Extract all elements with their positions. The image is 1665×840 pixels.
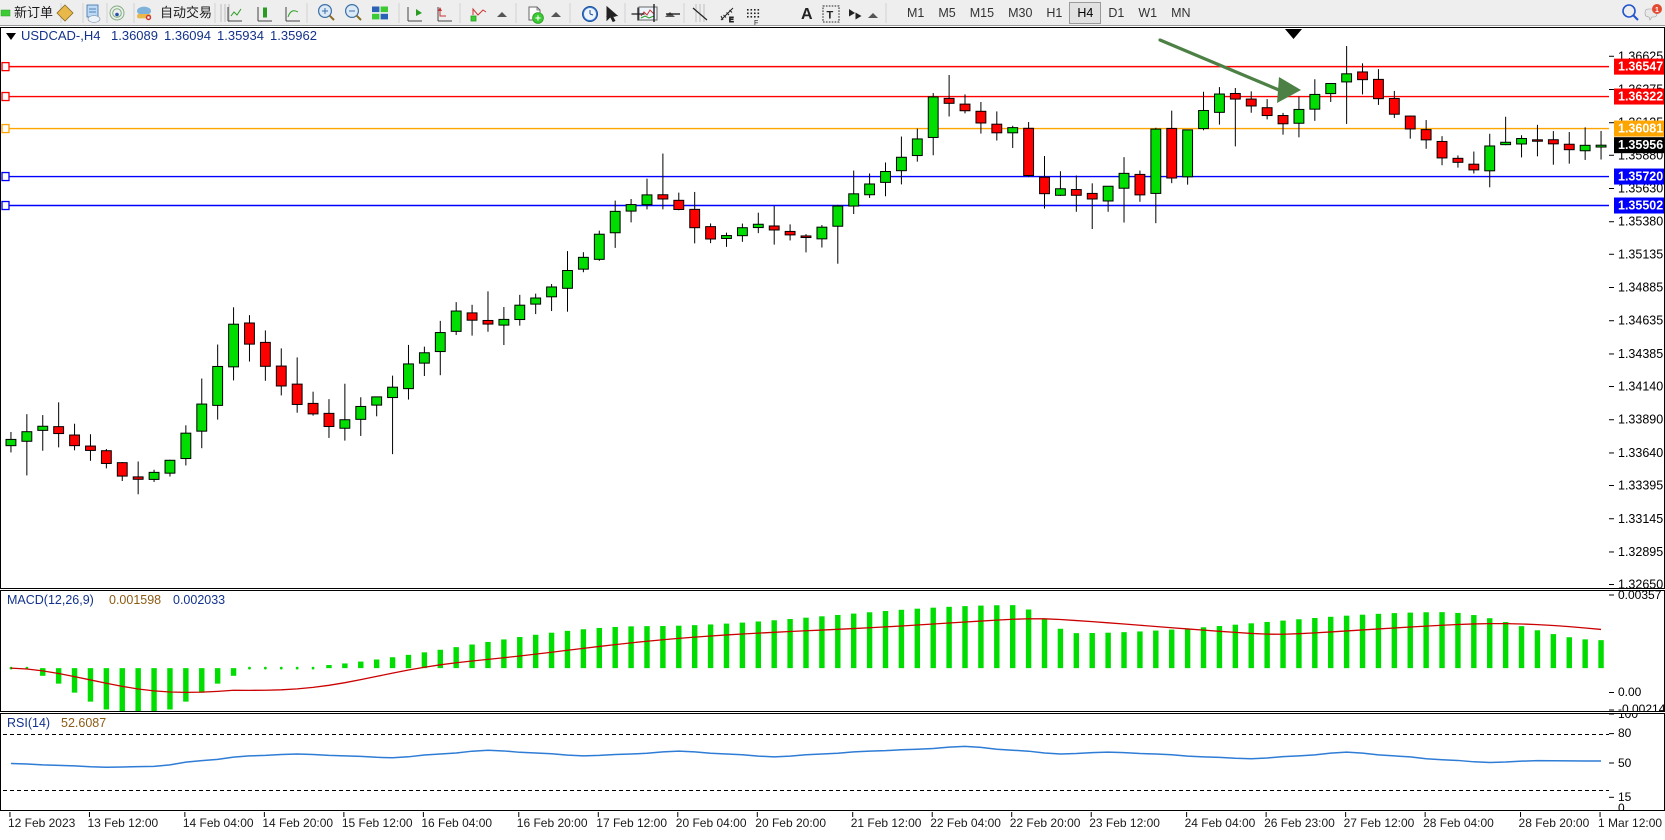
svg-text:14 Feb 04:00: 14 Feb 04:00	[183, 816, 254, 830]
svg-text:52.6087: 52.6087	[61, 716, 106, 730]
svg-text:0: 0	[1618, 801, 1625, 811]
svg-text:1.36322: 1.36322	[1618, 90, 1663, 104]
svg-text:RSI(14): RSI(14)	[7, 716, 50, 730]
svg-text:E: E	[729, 17, 734, 24]
svg-text:1.36081: 1.36081	[1618, 122, 1663, 136]
svg-text:1.35135: 1.35135	[1618, 247, 1663, 261]
svg-text:1.35502: 1.35502	[1618, 199, 1663, 213]
svg-text:24 Feb 04:00: 24 Feb 04:00	[1185, 816, 1256, 830]
svg-text:1.34635: 1.34635	[1618, 314, 1663, 328]
svg-text:T: T	[827, 10, 834, 22]
svg-text:27 Feb 12:00: 27 Feb 12:00	[1344, 816, 1415, 830]
svg-text:1.34885: 1.34885	[1618, 281, 1663, 295]
svg-text:1.34385: 1.34385	[1618, 347, 1663, 361]
svg-text:-0.002141: -0.002141	[1618, 702, 1665, 712]
svg-text:0.001598: 0.001598	[109, 593, 161, 607]
svg-text:1.33145: 1.33145	[1618, 512, 1663, 526]
svg-text:1.35720: 1.35720	[1618, 170, 1663, 184]
svg-text:22 Feb 04:00: 22 Feb 04:00	[930, 816, 1001, 830]
svg-text:0.002033: 0.002033	[173, 593, 225, 607]
svg-text:28 Feb 20:00: 28 Feb 20:00	[1519, 816, 1590, 830]
svg-text:1.36089: 1.36089	[111, 28, 158, 43]
svg-text:A: A	[801, 6, 813, 23]
svg-text:1 Mar 12:00: 1 Mar 12:00	[1598, 816, 1662, 830]
svg-text:50: 50	[1618, 756, 1632, 770]
svg-text:新订单: 新订单	[14, 5, 53, 20]
svg-text:21 Feb 12:00: 21 Feb 12:00	[851, 816, 922, 830]
svg-text:20 Feb 20:00: 20 Feb 20:00	[755, 816, 826, 830]
svg-text:28 Feb 04:00: 28 Feb 04:00	[1423, 816, 1494, 830]
svg-text:1: 1	[1655, 7, 1659, 14]
svg-text:1.35962: 1.35962	[270, 28, 317, 43]
svg-text:MACD(12,26,9): MACD(12,26,9)	[7, 593, 94, 607]
svg-text:1.32895: 1.32895	[1618, 545, 1663, 559]
svg-text:USDCAD-,H4: USDCAD-,H4	[21, 28, 100, 43]
svg-text:1.33890: 1.33890	[1618, 413, 1663, 427]
svg-text:自动交易: 自动交易	[160, 5, 212, 20]
svg-text:1.33640: 1.33640	[1618, 446, 1663, 460]
svg-text:16 Feb 20:00: 16 Feb 20:00	[517, 816, 588, 830]
svg-text:1.35380: 1.35380	[1618, 215, 1663, 229]
svg-text:100: 100	[1618, 714, 1638, 721]
svg-text:12 Feb 2023: 12 Feb 2023	[8, 816, 76, 830]
svg-text:14 Feb 20:00: 14 Feb 20:00	[262, 816, 333, 830]
svg-text:1.33395: 1.33395	[1618, 479, 1663, 493]
svg-text:1.36094: 1.36094	[164, 28, 211, 43]
svg-text:0.00357: 0.00357	[1618, 591, 1662, 602]
svg-text:1.35934: 1.35934	[217, 28, 264, 43]
svg-text:1.35956: 1.35956	[1618, 138, 1663, 152]
svg-text:26 Feb 23:00: 26 Feb 23:00	[1264, 816, 1335, 830]
svg-text:15 Feb 12:00: 15 Feb 12:00	[342, 816, 413, 830]
svg-text:13 Feb 12:00: 13 Feb 12:00	[87, 816, 158, 830]
svg-text:22 Feb 20:00: 22 Feb 20:00	[1010, 816, 1081, 830]
svg-text:23 Feb 12:00: 23 Feb 12:00	[1089, 816, 1160, 830]
svg-text:1.32650: 1.32650	[1618, 578, 1663, 589]
svg-text:0.00: 0.00	[1618, 685, 1642, 699]
svg-text:16 Feb 04:00: 16 Feb 04:00	[421, 816, 492, 830]
svg-text:17 Feb 12:00: 17 Feb 12:00	[596, 816, 667, 830]
svg-text:80: 80	[1618, 726, 1632, 740]
svg-text:1.34140: 1.34140	[1618, 380, 1663, 394]
svg-text:1.36547: 1.36547	[1618, 60, 1663, 74]
svg-text:20 Feb 04:00: 20 Feb 04:00	[676, 816, 747, 830]
